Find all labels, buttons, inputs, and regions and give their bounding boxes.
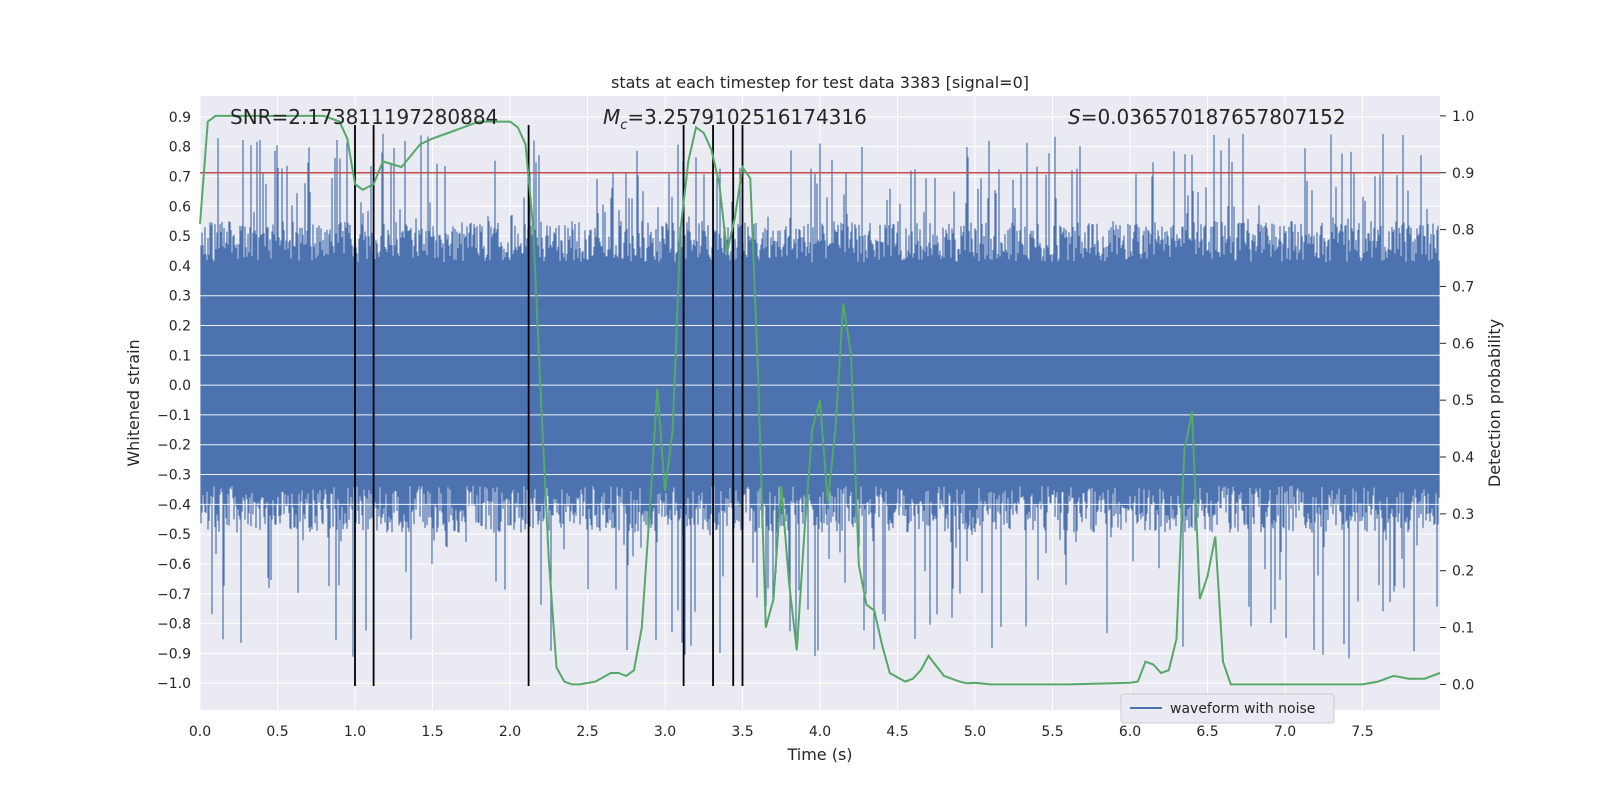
y-tick-label: 0.9: [169, 110, 191, 126]
y-tick-label: 0.1: [169, 348, 191, 364]
y-tick-label: 0.0: [169, 378, 191, 394]
y2-tick-label: 0.1: [1452, 621, 1474, 637]
x-tick-label: 4.0: [809, 724, 831, 740]
y-tick-label: −0.1: [157, 408, 191, 424]
y2-tick-label: 0.5: [1452, 393, 1474, 409]
x-tick-label: 3.5: [731, 724, 753, 740]
y2-tick-label: 0.0: [1452, 677, 1474, 693]
y-tick-label: −0.9: [157, 646, 191, 662]
y-tick-label: 0.4: [169, 259, 191, 275]
y2-tick-label: 0.8: [1452, 223, 1474, 239]
x-tick-label: 0.0: [189, 724, 211, 740]
detection-probability-line: [199, 114, 1441, 686]
y-ticks: 0.9 0.8 0.7 0.6 0.5 0.4 0.3 0.2 0.1 0.0 −0.1 −0.2 −0…: [157, 110, 191, 692]
s-value: =0.036570187657807152: [1081, 105, 1346, 129]
chirp-mass-annotation: Mc=3.2579102516174316: [603, 105, 867, 133]
s-annotation: S=0.036570187657807152: [1068, 105, 1346, 129]
x-tick-label: 5.5: [1041, 724, 1063, 740]
y-tick-label: 0.2: [169, 319, 191, 335]
x-tick-label: 7.0: [1274, 724, 1296, 740]
y2-ticks: 1.0 0.9 0.8 0.7 0.6 0.5 0.4 0.3 0.2 0.1 0.0: [1440, 109, 1474, 693]
y-tick-label: 0.8: [169, 140, 191, 156]
x-tick-label: 3.0: [654, 724, 676, 740]
y-tick-label: 0.5: [169, 229, 191, 245]
y-tick-label: −0.4: [157, 497, 191, 513]
snr-annotation: SNR=2.173811197280884: [230, 105, 498, 129]
y-tick-label: −0.6: [157, 557, 191, 573]
y-tick-label: −0.2: [157, 438, 191, 454]
y-tick-label: 0.6: [169, 199, 191, 215]
x-tick-label: 2.0: [499, 724, 521, 740]
y-tick-label: −0.5: [157, 527, 191, 543]
x-tick-label: 2.5: [576, 724, 598, 740]
mc-symbol: M: [603, 105, 620, 129]
x-tick-label: 1.0: [344, 724, 366, 740]
mc-value: =3.2579102516174316: [627, 105, 866, 129]
legend-label: waveform with noise: [1170, 701, 1315, 717]
vertical-markers: [354, 125, 744, 686]
x-axis-label: Time (s): [786, 745, 852, 764]
x-tick-label: 4.5: [886, 724, 908, 740]
y2-tick-label: 0.4: [1452, 450, 1474, 466]
y2-tick-label: 0.2: [1452, 564, 1474, 580]
y-tick-label: −0.3: [157, 468, 191, 484]
legend-box: [1120, 693, 1335, 724]
legend: waveform with noise: [1120, 693, 1335, 724]
x-tick-label: 6.0: [1119, 724, 1141, 740]
y-tick-label: −0.7: [157, 587, 191, 603]
y-axis-label: Whitened strain: [124, 339, 143, 466]
x-tick-label: 5.0: [964, 724, 986, 740]
y2-tick-label: 0.3: [1452, 507, 1474, 523]
y-tick-label: −1.0: [157, 676, 191, 692]
s-symbol: S: [1068, 105, 1081, 129]
chart-title: stats at each timestep for test data 338…: [611, 73, 1029, 92]
y2-tick-label: 0.9: [1452, 166, 1474, 182]
x-tick-label: 7.5: [1351, 724, 1373, 740]
y-tick-label: 0.7: [169, 169, 191, 185]
y2-tick-label: 1.0: [1452, 109, 1474, 125]
x-tick-label: 1.5: [421, 724, 443, 740]
waveform-series: [200, 133, 1440, 659]
x-ticks: 0.0 0.5 1.0 1.5 2.0 2.5 3.0 3.5 4.0 4.5 5.0 5.5 6.0 6…: [189, 724, 1374, 740]
y2-tick-label: 0.6: [1452, 336, 1474, 352]
x-tick-label: 0.5: [266, 724, 288, 740]
y2-axis-label: Detection probability: [1485, 319, 1504, 487]
y-tick-label: −0.8: [157, 617, 191, 633]
x-tick-label: 6.5: [1196, 724, 1218, 740]
y-tick-label: 0.3: [169, 289, 191, 305]
y2-tick-label: 0.7: [1452, 279, 1474, 295]
mc-subscript: c: [620, 118, 627, 133]
